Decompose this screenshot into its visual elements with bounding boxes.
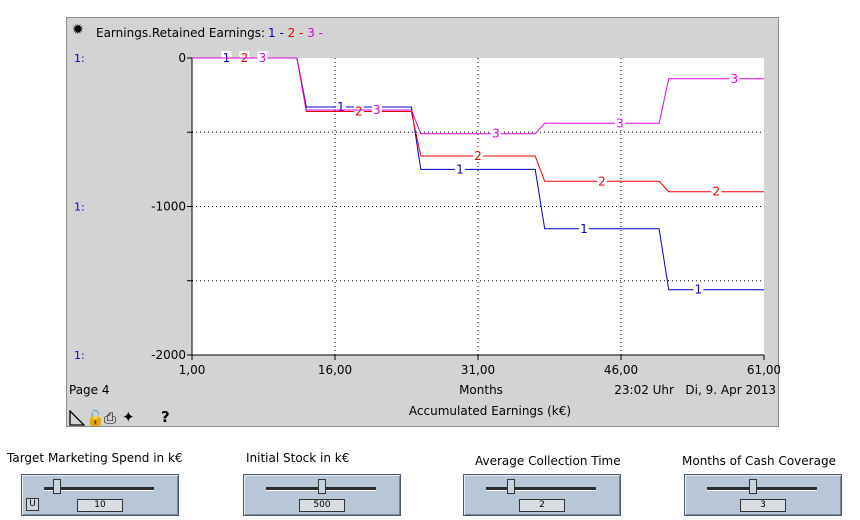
series-marker-bg: [596, 174, 607, 188]
series-marker-bg: [578, 221, 589, 235]
help-icon[interactable]: ?: [161, 408, 170, 426]
slider-value[interactable]: 10: [77, 499, 123, 512]
series-marker-bg: [491, 126, 501, 140]
lock-icon[interactable]: 🔓: [86, 409, 105, 427]
slider-label-marketing: Target Marketing Spend in k€: [7, 451, 183, 465]
slider-thumb[interactable]: [53, 479, 62, 494]
title-prefix: Earnings.Retained Earnings:: [96, 26, 265, 40]
series-marker-2: 2: [355, 104, 363, 118]
series-marker-bg: [335, 100, 346, 114]
slider-label-collection: Average Collection Time: [475, 454, 621, 468]
magic-wand-icon[interactable]: ✦: [122, 408, 135, 426]
slider-value[interactable]: 2: [519, 499, 565, 512]
series-marker-2: 2: [474, 149, 482, 163]
series-marker-bg: [729, 71, 740, 85]
slider-value[interactable]: 500: [299, 499, 345, 512]
series-marker-2: 2: [713, 185, 721, 199]
y-axis-prefix: 1:: [74, 52, 85, 65]
y-tick-label: -2000: [151, 348, 186, 362]
slider-value[interactable]: 3: [740, 499, 786, 512]
slider-thumb[interactable]: [318, 479, 326, 494]
slider-track: [44, 487, 154, 491]
x-tick-label: 31,00: [461, 363, 495, 377]
series-marker-1: 1: [456, 162, 464, 176]
title-series-item: 2 -: [288, 26, 308, 40]
slider-cash-coverage[interactable]: 3: [684, 474, 842, 516]
y-axis-prefix: 1:: [74, 349, 85, 362]
title-series-legend: 1 - 2 - 3 -: [268, 26, 323, 40]
series-marker-bg: [371, 102, 382, 116]
title-series-item: 1 -: [268, 26, 288, 40]
series-marker-1: 1: [580, 222, 588, 236]
series-marker-bg: [693, 282, 704, 296]
series-marker-3: 3: [616, 116, 624, 130]
y-tick-label: -1000: [151, 200, 186, 214]
title-series-item: 3 -: [307, 26, 323, 40]
slider-marketing-spend[interactable]: U 10: [21, 474, 179, 516]
slider-track: [707, 487, 817, 491]
slider-label-stock: Initial Stock in k€: [246, 451, 350, 465]
slider-track: [486, 487, 596, 491]
x-tick-label: 61,00: [747, 363, 780, 377]
x-axis-label: Months: [459, 383, 503, 397]
series-marker-bg: [257, 51, 268, 64]
graph-type-icon[interactable]: ✹: [72, 22, 84, 38]
series-marker-bg: [353, 104, 364, 118]
series-marker-bg: [711, 184, 722, 198]
timestamp: 23:02 Uhr Di, 9. Apr 2013: [614, 383, 776, 397]
series-marker-bg: [614, 116, 625, 130]
slider-thumb[interactable]: [748, 479, 757, 494]
print-icon[interactable]: ⎙: [104, 409, 117, 427]
y-axis-prefix: 1:: [74, 201, 85, 214]
slider-initial-stock[interactable]: 500: [243, 474, 401, 516]
x-tick-label: 46,00: [604, 363, 638, 377]
y-tick-label: 0: [178, 51, 186, 65]
chart-subtitle: Accumulated Earnings (k€): [409, 404, 571, 418]
slider-label-cash: Months of Cash Coverage: [682, 454, 836, 468]
series-marker-1: 1: [337, 100, 345, 114]
series-marker-3: 3: [259, 51, 267, 65]
series-marker-1: 1: [695, 283, 703, 297]
series-marker-3: 3: [373, 103, 381, 117]
series-marker-2: 2: [598, 174, 606, 188]
series-marker-bg: [473, 149, 483, 163]
x-tick-label: 16,00: [318, 363, 352, 377]
series-marker-3: 3: [492, 127, 500, 141]
series-marker-bg: [455, 162, 465, 176]
x-tick-label: 1,00: [179, 363, 206, 377]
slider-collection-time[interactable]: 2: [463, 474, 621, 516]
series-line-3: [192, 57, 764, 135]
page-label: Page 4: [69, 383, 110, 397]
series-marker-3: 3: [731, 72, 739, 86]
pin-icon[interactable]: [69, 410, 85, 426]
slider-thumb[interactable]: [506, 479, 515, 494]
u-button[interactable]: U: [26, 498, 39, 511]
